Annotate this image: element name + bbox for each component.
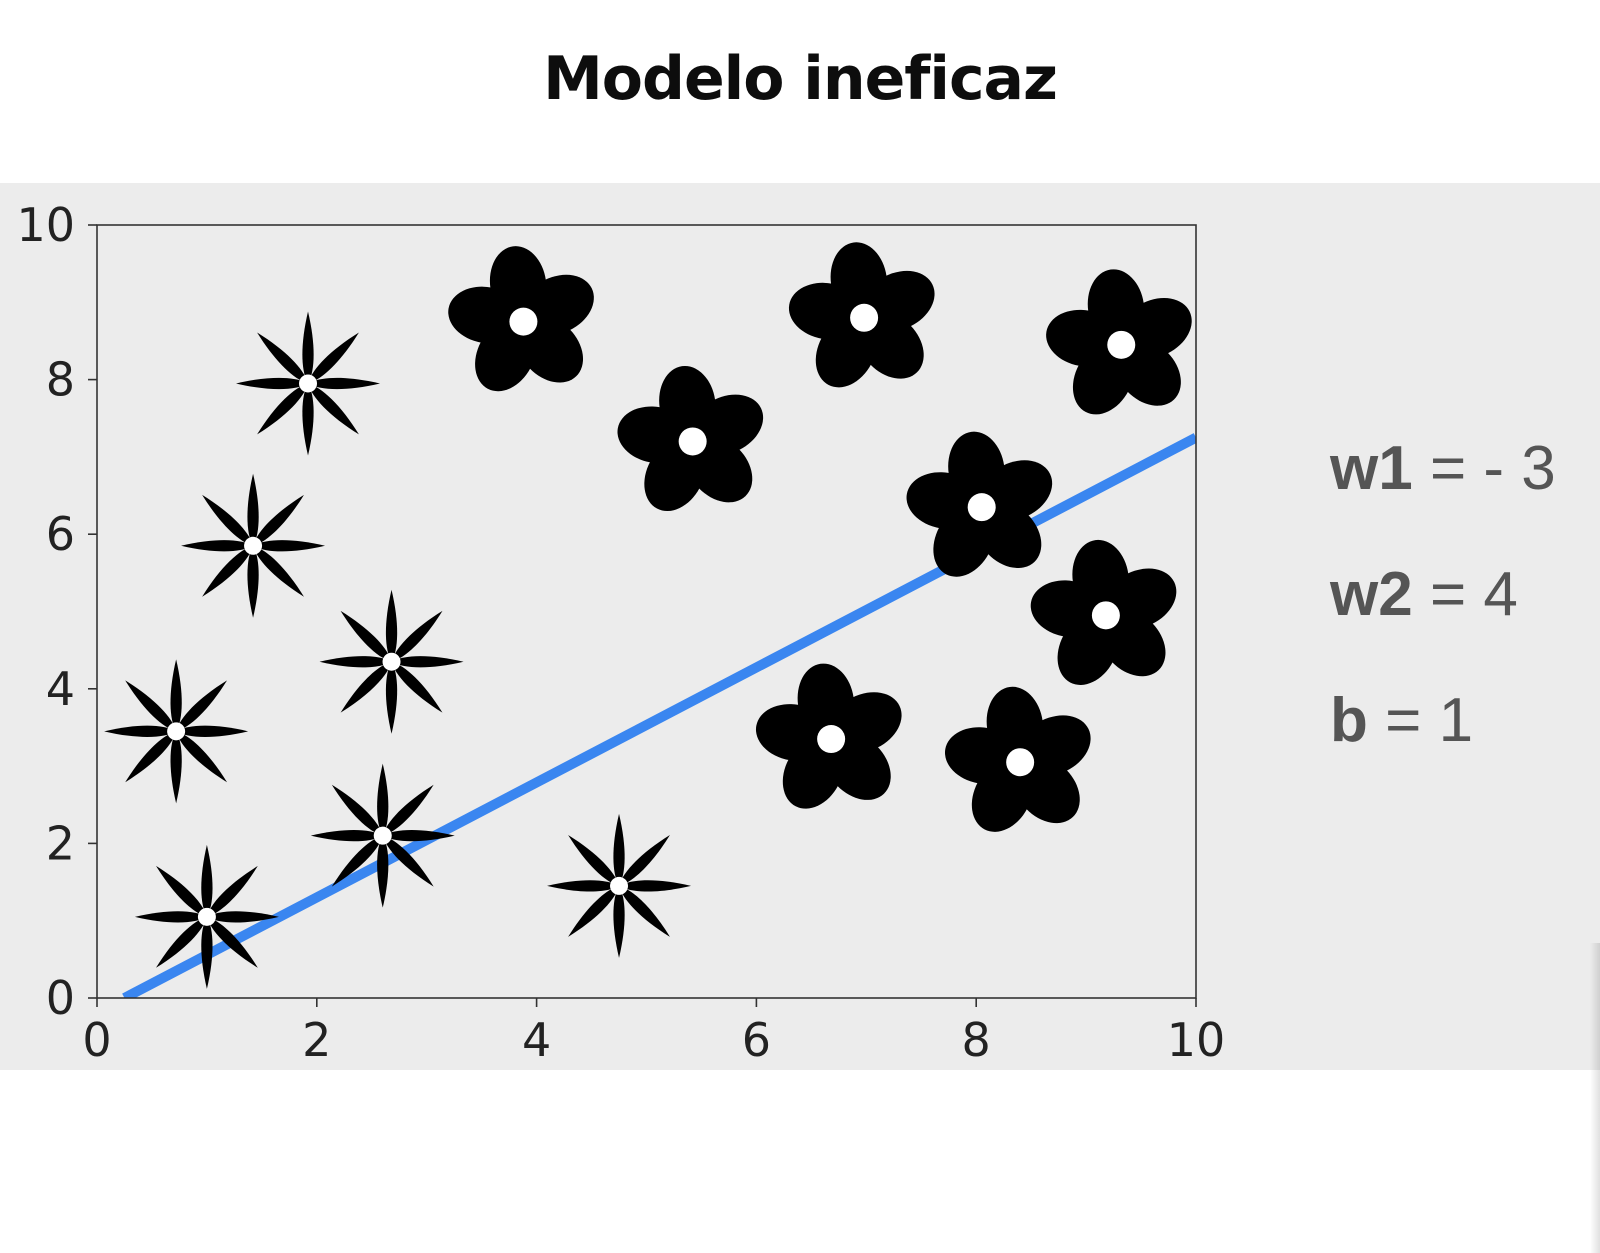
param-b-value: 1 — [1438, 686, 1474, 755]
star-flower-point — [236, 311, 381, 456]
star-flower-point — [181, 473, 326, 618]
y-tick-label: 10 — [16, 198, 75, 252]
plot-frame — [96, 224, 1197, 999]
x-tick-label: 4 — [522, 1013, 551, 1067]
y-tick-label: 6 — [46, 507, 75, 561]
round-flower-point — [1046, 269, 1192, 415]
param-b-eq: = — [1385, 686, 1422, 755]
param-w2-eq: = — [1429, 560, 1467, 629]
star-flower-point — [134, 844, 279, 989]
round-flower-point — [755, 663, 902, 809]
round-flower-point — [788, 242, 935, 388]
x-tick-label: 8 — [962, 1013, 991, 1067]
scatter-chart: 00 2 2 4 4 6 6 8 8 10 10 — [16, 198, 1226, 1067]
param-w1: w1 = - 3 — [1330, 433, 1556, 559]
param-w2: w2 = 4 — [1330, 559, 1556, 685]
round-flower-point — [945, 686, 1091, 832]
param-w1-eq: = — [1429, 434, 1467, 503]
x-tick-label: 0 — [82, 1013, 111, 1067]
chart-panel: 0 0 2 2 4 4 6 6 8 8 10 10 w1 = - 3 w2 = 4 b = 1 — [0, 183, 1600, 1253]
round-flower-point — [1030, 539, 1177, 685]
star-flower-point — [547, 813, 692, 958]
x-tick-label: 10 — [1167, 1013, 1226, 1067]
star-flower-point — [319, 589, 464, 734]
x-tick-label: 6 — [742, 1013, 771, 1067]
round-flower-point — [448, 246, 594, 392]
param-b: b = 1 — [1330, 685, 1556, 811]
param-w1-value: - 3 — [1483, 434, 1556, 503]
param-w2-value: 4 — [1483, 560, 1518, 629]
param-w2-name: w2 — [1330, 560, 1413, 629]
param-b-name: b — [1330, 686, 1368, 755]
model-parameters: w1 = - 3 w2 = 4 b = 1 — [1330, 433, 1556, 811]
round-flower-point — [617, 365, 764, 512]
star-flower-point — [104, 659, 249, 804]
y-tick-label: 0 — [46, 971, 75, 1025]
y-tick-label: 8 — [46, 353, 75, 407]
y-tick-label: 4 — [46, 662, 75, 716]
param-w1-name: w1 — [1330, 434, 1413, 503]
y-tick-label: 2 — [46, 816, 75, 870]
x-tick-label: 2 — [302, 1013, 331, 1067]
round-flower-point — [906, 431, 1053, 577]
star-flower-point — [310, 763, 455, 908]
edge-shadow — [1590, 943, 1600, 1253]
slide-title: Modelo ineficaz — [543, 44, 1058, 114]
